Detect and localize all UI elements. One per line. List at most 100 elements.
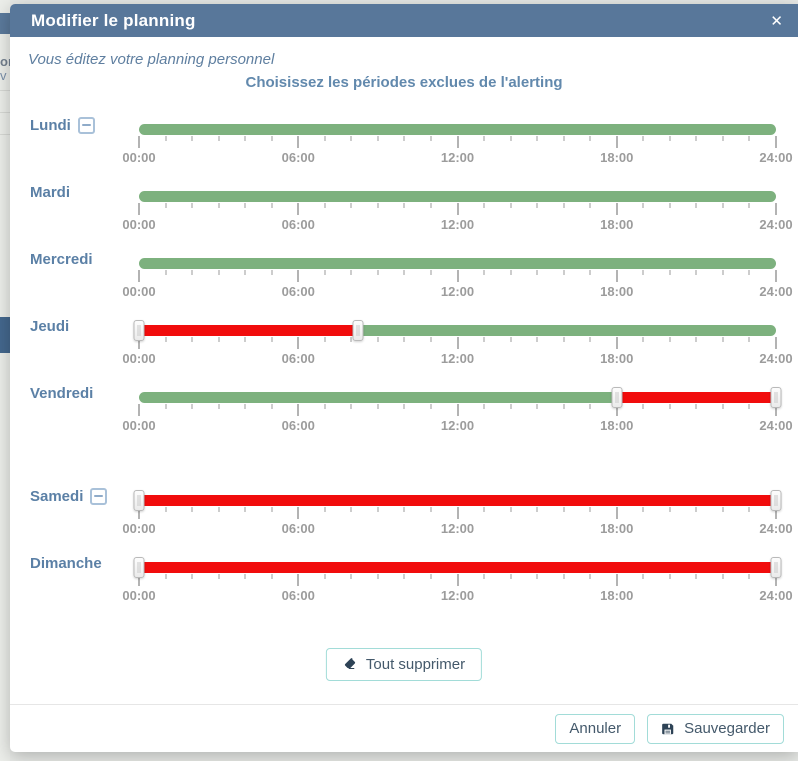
tick-mark (191, 337, 194, 342)
tick-mark (589, 136, 592, 141)
tick-mark (615, 136, 618, 148)
slider-segment-available (139, 392, 617, 403)
tick-mark (244, 507, 247, 512)
tick-mark (536, 574, 539, 579)
time-slider-track[interactable] (139, 562, 776, 573)
tick-mark (615, 337, 618, 349)
tick-mark (429, 337, 432, 342)
day-row: Vendredi 00:00 06:00 12:00 18:00 24:00 (10, 368, 798, 435)
slider-handle[interactable] (352, 320, 364, 341)
slider-segment-available (139, 258, 776, 269)
tick-mark (191, 507, 194, 512)
tick-mark (748, 337, 751, 342)
tick-mark (721, 404, 724, 409)
tick-mark (403, 574, 406, 579)
tick-mark (456, 136, 459, 148)
tick-mark (403, 270, 406, 275)
tick-mark (695, 404, 698, 409)
tick-label: 00:00 (122, 284, 156, 299)
tick-mark (429, 203, 432, 208)
tick-mark (297, 136, 300, 148)
tick-mark (138, 337, 140, 349)
tick-label: 00:00 (122, 351, 156, 366)
tick-label: 18:00 (600, 521, 634, 536)
tick-label: 18:00 (600, 284, 634, 299)
tick-mark (509, 404, 512, 409)
tick-label: 06:00 (281, 217, 315, 232)
slider-segment-excluded (139, 325, 358, 336)
tick-mark (323, 136, 326, 141)
tick-mark (509, 270, 512, 275)
day-label-text: Mardi (30, 184, 71, 201)
save-button[interactable]: Sauvegarder (647, 713, 784, 744)
slider-handle[interactable] (770, 490, 782, 511)
tick-mark (695, 507, 698, 512)
tick-ruler (138, 136, 777, 150)
day-row: Lundi 00:00 06:00 12:00 18:00 24:00 (10, 100, 798, 167)
tick-label: 06:00 (281, 351, 315, 366)
tick-mark (748, 507, 751, 512)
tick-mark (164, 574, 167, 579)
tick-mark (297, 507, 300, 519)
tick-mark (297, 574, 300, 586)
tick-mark (350, 203, 353, 208)
tick-mark (483, 270, 486, 275)
time-slider-track[interactable] (139, 325, 776, 336)
tick-mark (642, 574, 645, 579)
tick-labels: 00:00 06:00 12:00 18:00 24:00 (122, 284, 792, 299)
tick-mark (270, 270, 273, 275)
tick-mark (429, 507, 432, 512)
tick-mark (191, 203, 194, 208)
tick-label: 18:00 (600, 150, 634, 165)
tick-mark (483, 507, 486, 512)
tick-mark (270, 404, 273, 409)
tick-mark (509, 507, 512, 512)
tick-mark (376, 337, 379, 342)
tick-mark (536, 136, 539, 141)
cancel-button[interactable]: Annuler (555, 713, 636, 744)
tick-label: 12:00 (440, 351, 475, 366)
time-slider-track[interactable] (139, 191, 776, 202)
tick-label: 12:00 (440, 217, 475, 232)
tick-mark (668, 270, 671, 275)
slider-handle[interactable] (133, 557, 145, 578)
slider-handle[interactable] (770, 387, 782, 408)
background-text-fragment: on (0, 54, 10, 69)
tick-mark (615, 203, 618, 215)
tick-mark (483, 574, 486, 579)
tick-mark (403, 203, 406, 208)
tick-mark (775, 270, 777, 282)
slider-handle[interactable] (770, 557, 782, 578)
day-rows: Lundi 00:00 06:00 12:00 18:00 24:00 Mardi 00:00… (10, 100, 798, 605)
time-slider-track[interactable] (139, 495, 776, 506)
tick-mark (456, 270, 459, 282)
time-slider-track[interactable] (139, 392, 776, 403)
time-slider-track[interactable] (139, 258, 776, 269)
slider-handle[interactable] (133, 320, 145, 341)
tick-mark (376, 203, 379, 208)
tick-mark (509, 337, 512, 342)
clear-all-button[interactable]: Tout supprimer (325, 648, 483, 681)
time-slider-track[interactable] (139, 124, 776, 135)
tick-ruler (138, 203, 777, 217)
tick-mark (376, 574, 379, 579)
tick-labels: 00:00 06:00 12:00 18:00 24:00 (122, 418, 792, 433)
close-icon: ✕ (770, 12, 783, 30)
tick-mark (509, 136, 512, 141)
remove-day-icon[interactable] (77, 117, 95, 134)
tick-label: 00:00 (122, 418, 156, 433)
slider-handle[interactable] (611, 387, 623, 408)
tick-label: 12:00 (440, 150, 475, 165)
slider-handle[interactable] (133, 490, 145, 511)
tick-mark (217, 203, 220, 208)
day-row: Samedi 00:00 06:00 12:00 18:00 24:00 (10, 471, 798, 538)
close-button[interactable]: ✕ (766, 4, 787, 37)
slider-segment-available (139, 124, 776, 135)
tick-mark (164, 203, 167, 208)
tick-label: 24:00 (759, 217, 793, 232)
tick-mark (217, 574, 220, 579)
tick-label: 06:00 (281, 284, 315, 299)
tick-mark (191, 136, 194, 141)
background-row-divider (0, 112, 10, 113)
remove-day-icon[interactable] (90, 488, 108, 505)
